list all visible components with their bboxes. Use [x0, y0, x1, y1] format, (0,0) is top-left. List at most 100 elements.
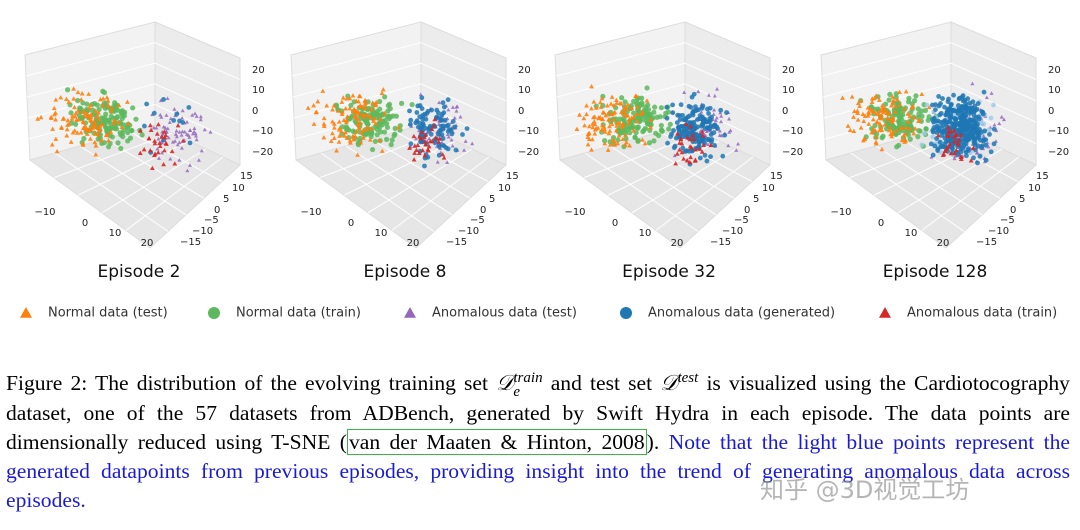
- scatter-point: [708, 132, 714, 137]
- scatter-point: [705, 142, 710, 146]
- scatter-point: [161, 97, 166, 102]
- citation[interactable]: van der Maaten & Hinton, 2008: [346, 429, 647, 456]
- scatter-point: [96, 106, 102, 113]
- scatter-point: [379, 148, 385, 153]
- scatter-point: [343, 130, 348, 135]
- scatter-point: [590, 136, 595, 142]
- z-tick-label: 10: [252, 85, 265, 96]
- scatter-point: [603, 113, 609, 118]
- scatter-point: [704, 129, 709, 133]
- scatter-point: [693, 147, 699, 152]
- scatter-point: [599, 95, 605, 101]
- scatter-point: [648, 124, 653, 130]
- scatter-point: [717, 133, 722, 137]
- scatter-point: [680, 145, 686, 151]
- scatter-point: [133, 116, 139, 122]
- scatter-point: [92, 124, 98, 129]
- scatter-point: [166, 135, 171, 140]
- scatter-point: [882, 122, 888, 127]
- scatter-point: [192, 129, 197, 134]
- scatter-point: [940, 123, 946, 129]
- scatter-point: [602, 126, 607, 131]
- scatter-point: [198, 114, 203, 119]
- scatter-point: [118, 108, 124, 115]
- scatter-point: [106, 138, 111, 143]
- scatter-point: [38, 114, 44, 120]
- scatter-point: [696, 89, 701, 94]
- scatter-point: [614, 100, 620, 105]
- z-tick-label: −10: [782, 126, 803, 137]
- scatter-point: [889, 103, 894, 108]
- scatter-point: [399, 100, 405, 106]
- scatter-point: [604, 103, 610, 108]
- scatter-point: [593, 105, 599, 110]
- scatter-point: [930, 117, 935, 122]
- scatter-point: [857, 103, 863, 109]
- grid-line: [684, 42, 771, 80]
- scatter-point: [93, 108, 98, 113]
- scatter-point: [984, 95, 989, 100]
- scatter-point: [163, 140, 169, 145]
- y-tick-label: −15: [446, 237, 467, 248]
- scatter-point: [356, 99, 362, 104]
- scatter-point: [957, 115, 963, 121]
- scatter-point: [59, 125, 64, 130]
- scatter-point: [688, 120, 693, 125]
- scatter-point: [930, 152, 936, 158]
- scatter-point: [449, 137, 454, 142]
- scatter-point: [344, 120, 349, 125]
- scatter-point: [936, 103, 942, 109]
- scatter-point: [377, 116, 383, 122]
- y-tick-label: 15: [240, 171, 253, 182]
- scatter-point: [339, 109, 345, 114]
- scatter-point: [691, 91, 697, 97]
- scatter-point: [96, 127, 102, 133]
- scatter-point: [65, 122, 70, 127]
- scatter-point: [386, 101, 393, 107]
- scatter-point: [635, 125, 641, 131]
- y-tick-label: −10: [722, 226, 743, 237]
- scatter-point: [967, 100, 973, 106]
- scatter-point: [982, 128, 988, 134]
- grid-line: [900, 138, 1001, 199]
- scatter-point: [907, 136, 913, 142]
- scatter-point: [879, 135, 885, 141]
- scatter-point: [971, 123, 977, 129]
- scatter-point: [68, 139, 74, 144]
- scatter-point: [65, 117, 71, 123]
- scatter-point: [464, 126, 470, 132]
- scatter-point: [370, 100, 376, 105]
- scatter-point: [628, 103, 634, 109]
- scatter-point: [160, 150, 165, 155]
- scatter-point: [999, 114, 1004, 119]
- scatter-point: [93, 143, 99, 148]
- scatter-point: [49, 142, 55, 147]
- legend-marker: [879, 307, 891, 318]
- scatter-point: [666, 126, 672, 132]
- grid-line: [822, 62, 952, 98]
- scatter-point: [970, 81, 975, 86]
- y-tick-label: 5: [753, 194, 759, 205]
- scatter-point: [854, 108, 860, 113]
- scatter-point: [411, 133, 417, 139]
- scatter-point: [328, 138, 334, 143]
- scatter-point: [184, 120, 189, 124]
- scatter-point: [190, 131, 195, 136]
- grid-line: [154, 83, 241, 123]
- scatter-point: [690, 132, 696, 138]
- x-tick-label: 20: [671, 238, 684, 249]
- y-tick-label: 0: [214, 205, 220, 216]
- z-tick-label: 0: [1048, 106, 1054, 117]
- scatter-point: [379, 90, 385, 95]
- scatter-point: [973, 114, 979, 120]
- scatter-point: [886, 127, 892, 133]
- scatter-point: [952, 150, 958, 156]
- grid-line: [875, 145, 983, 216]
- scatter-point: [450, 143, 455, 148]
- scatter-point: [441, 104, 447, 110]
- grid-line: [950, 62, 1037, 102]
- scatter-point: [144, 101, 150, 107]
- scatter-point: [687, 159, 693, 165]
- scatter-point: [869, 130, 875, 135]
- scatter-point: [347, 106, 353, 111]
